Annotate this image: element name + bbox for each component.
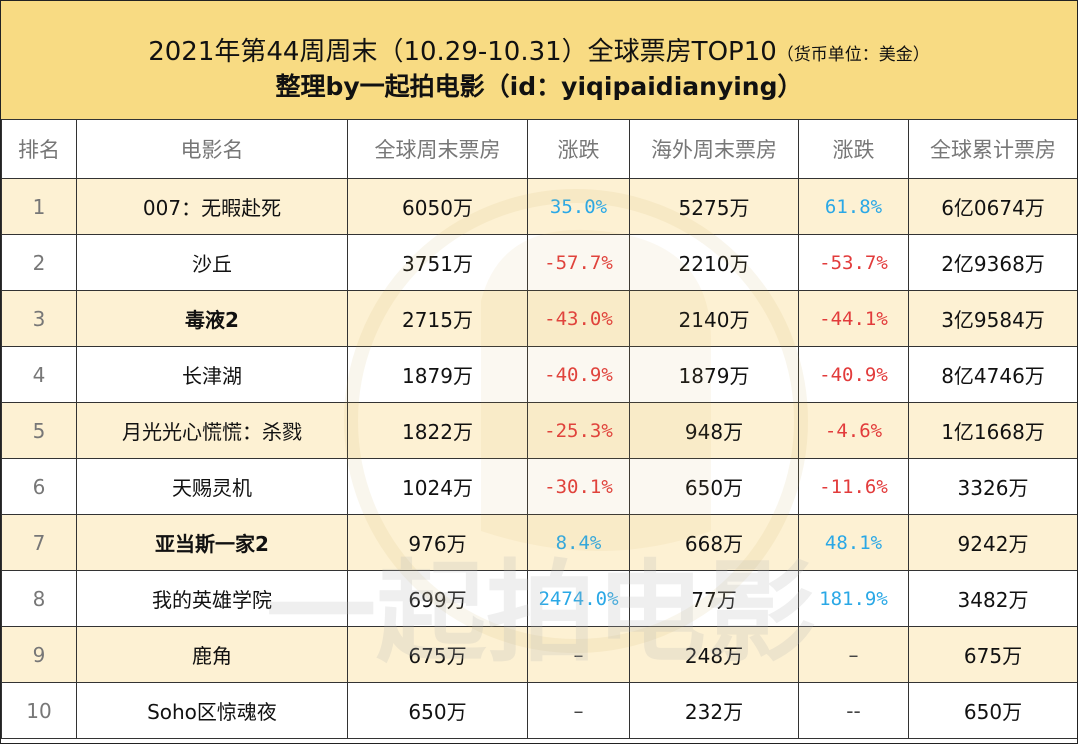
overseas-weekend-cell: 668万 bbox=[629, 514, 799, 571]
global-weekend-cell: 2715万 bbox=[347, 290, 528, 347]
global-change-cell: -30.1% bbox=[527, 458, 630, 515]
overseas-weekend-cell: 77万 bbox=[629, 570, 799, 627]
global-total-cell: 6亿0674万 bbox=[908, 178, 1077, 235]
table-row: 9 鹿角 675万 –248万 –675万 bbox=[1, 626, 1077, 683]
movie-name-cell: 月光光心慌慌：杀戮 bbox=[76, 402, 348, 459]
global-change-cell: – bbox=[527, 682, 630, 739]
table-row: 3 毒液2 2715万 -43.0% 2140万 -44.1% 3亿9584万 bbox=[1, 290, 1077, 347]
overseas-change-cell: -11.6% bbox=[798, 458, 909, 515]
global-change-cell: 8.4% bbox=[527, 514, 630, 571]
column-header: 排名 bbox=[1, 119, 77, 179]
table-row: 8 我的英雄学院 699万 2474.0% 77万 181.9% 3482万 bbox=[1, 570, 1077, 627]
column-header: 涨跌 bbox=[527, 119, 630, 179]
rank-cell: 9 bbox=[1, 626, 77, 683]
global-change-cell: -43.0% bbox=[527, 290, 630, 347]
rank-cell: 1 bbox=[1, 178, 77, 235]
global-weekend-cell: 650万 bbox=[347, 682, 528, 739]
global-total-cell: 9242万 bbox=[908, 514, 1077, 571]
overseas-change-cell: -53.7% bbox=[798, 234, 909, 291]
header-row: 排名 电影名 全球周末票房 涨跌 海外周末票房 涨跌 全球累计票房 bbox=[1, 119, 1077, 179]
global-weekend-cell: 976万 bbox=[347, 514, 528, 571]
rank-cell: 4 bbox=[1, 346, 77, 403]
table-row: 5 月光光心慌慌：杀戮 1822万 -25.3% 948万 -4.6% 1亿1668万 bbox=[1, 402, 1077, 459]
currency-unit-note: （货币单位：美金） bbox=[776, 45, 930, 65]
global-weekend-cell: 675万 bbox=[347, 626, 528, 683]
movie-name-cell: 鹿角 bbox=[76, 626, 348, 683]
table-row: 6 天赐灵机 1024万 -30.1% 650万 -11.6% 3326万 bbox=[1, 458, 1077, 515]
global-total-cell: 3482万 bbox=[908, 570, 1077, 627]
table-row: 4 长津湖 1879万 -40.9% 1879万 -40.9% 8亿4746万 bbox=[1, 346, 1077, 403]
table-body: 1 007：无暇赴死 6050万 35.0% 5275万 61.8% 6亿0674万 2 沙丘 3… bbox=[1, 178, 1077, 739]
rank-cell: 2 bbox=[1, 234, 77, 291]
rank-cell: 8 bbox=[1, 570, 77, 627]
global-change-cell: -57.7% bbox=[527, 234, 630, 291]
overseas-change-cell: -40.9% bbox=[798, 346, 909, 403]
global-change-cell: -40.9% bbox=[527, 346, 630, 403]
overseas-weekend-cell: 2210万 bbox=[629, 234, 799, 291]
table-row: 1 007：无暇赴死 6050万 35.0% 5275万 61.8% 6亿0674万 bbox=[1, 178, 1077, 235]
overseas-change-cell: -- bbox=[798, 682, 909, 739]
global-total-cell: 8亿4746万 bbox=[908, 346, 1077, 403]
column-header: 全球周末票房 bbox=[347, 119, 528, 179]
global-total-cell: 3亿9584万 bbox=[908, 290, 1077, 347]
movie-name-cell: 007：无暇赴死 bbox=[76, 178, 348, 235]
page-title: 2021年第44周周末（10.29-10.31）全球票房TOP10（货币单位：美… bbox=[1, 31, 1077, 68]
rank-cell: 3 bbox=[1, 290, 77, 347]
movie-name-cell: 毒液2 bbox=[76, 290, 348, 347]
overseas-weekend-cell: 5275万 bbox=[629, 178, 799, 235]
global-weekend-cell: 6050万 bbox=[347, 178, 528, 235]
global-weekend-cell: 1822万 bbox=[347, 402, 528, 459]
column-header: 涨跌 bbox=[798, 119, 909, 179]
column-header: 海外周末票房 bbox=[629, 119, 799, 179]
global-change-cell: -25.3% bbox=[527, 402, 630, 459]
global-total-cell: 1亿1668万 bbox=[908, 402, 1077, 459]
overseas-weekend-cell: 650万 bbox=[629, 458, 799, 515]
overseas-weekend-cell: 2140万 bbox=[629, 290, 799, 347]
rank-cell: 6 bbox=[1, 458, 77, 515]
table-row: 10 Soho区惊魂夜 650万 –232万 -- 650万 bbox=[1, 682, 1077, 739]
table-row: 2 沙丘 3751万 -57.7% 2210万 -53.7% 2亿9368万 bbox=[1, 234, 1077, 291]
title-main: 2021年第44周周末（10.29-10.31）全球票房TOP10 bbox=[148, 37, 777, 67]
overseas-change-cell: 48.1% bbox=[798, 514, 909, 571]
rank-cell: 5 bbox=[1, 402, 77, 459]
overseas-change-cell: 61.8% bbox=[798, 178, 909, 235]
overseas-change-cell: – bbox=[798, 626, 909, 683]
global-weekend-cell: 1879万 bbox=[347, 346, 528, 403]
rank-cell: 10 bbox=[1, 682, 77, 739]
movie-name-cell: Soho区惊魂夜 bbox=[76, 682, 348, 739]
overseas-change-cell: -4.6% bbox=[798, 402, 909, 459]
global-total-cell: 3326万 bbox=[908, 458, 1077, 515]
overseas-change-cell: 181.9% bbox=[798, 570, 909, 627]
global-total-cell: 650万 bbox=[908, 682, 1077, 739]
movie-name-cell: 天赐灵机 bbox=[76, 458, 348, 515]
column-header: 全球累计票房 bbox=[908, 119, 1077, 179]
global-change-cell: 2474.0% bbox=[527, 570, 630, 627]
global-change-cell: – bbox=[527, 626, 630, 683]
global-total-cell: 675万 bbox=[908, 626, 1077, 683]
overseas-weekend-cell: 248万 bbox=[629, 626, 799, 683]
global-total-cell: 2亿9368万 bbox=[908, 234, 1077, 291]
movie-name-cell: 长津湖 bbox=[76, 346, 348, 403]
global-weekend-cell: 1024万 bbox=[347, 458, 528, 515]
overseas-weekend-cell: 232万 bbox=[629, 682, 799, 739]
overseas-weekend-cell: 948万 bbox=[629, 402, 799, 459]
rank-cell: 7 bbox=[1, 514, 77, 571]
global-change-cell: 35.0% bbox=[527, 178, 630, 235]
box-office-table: 排名 电影名 全球周末票房 涨跌 海外周末票房 涨跌 全球累计票房 1 007：无暇赴死 605… bbox=[1, 119, 1077, 739]
movie-name-cell: 沙丘 bbox=[76, 234, 348, 291]
column-header: 电影名 bbox=[76, 119, 348, 179]
overseas-weekend-cell: 1879万 bbox=[629, 346, 799, 403]
overseas-change-cell: -44.1% bbox=[798, 290, 909, 347]
page-subtitle: 整理by一起拍电影（id：yiqipaidianying） bbox=[275, 72, 803, 101]
movie-name-cell: 亚当斯一家2 bbox=[76, 514, 348, 571]
table-row: 7 亚当斯一家2 976万 8.4% 668万 48.1% 9242万 bbox=[1, 514, 1077, 571]
title-banner: 2021年第44周周末（10.29-10.31）全球票房TOP10（货币单位：美… bbox=[1, 1, 1077, 120]
global-weekend-cell: 3751万 bbox=[347, 234, 528, 291]
global-weekend-cell: 699万 bbox=[347, 570, 528, 627]
movie-name-cell: 我的英雄学院 bbox=[76, 570, 348, 627]
